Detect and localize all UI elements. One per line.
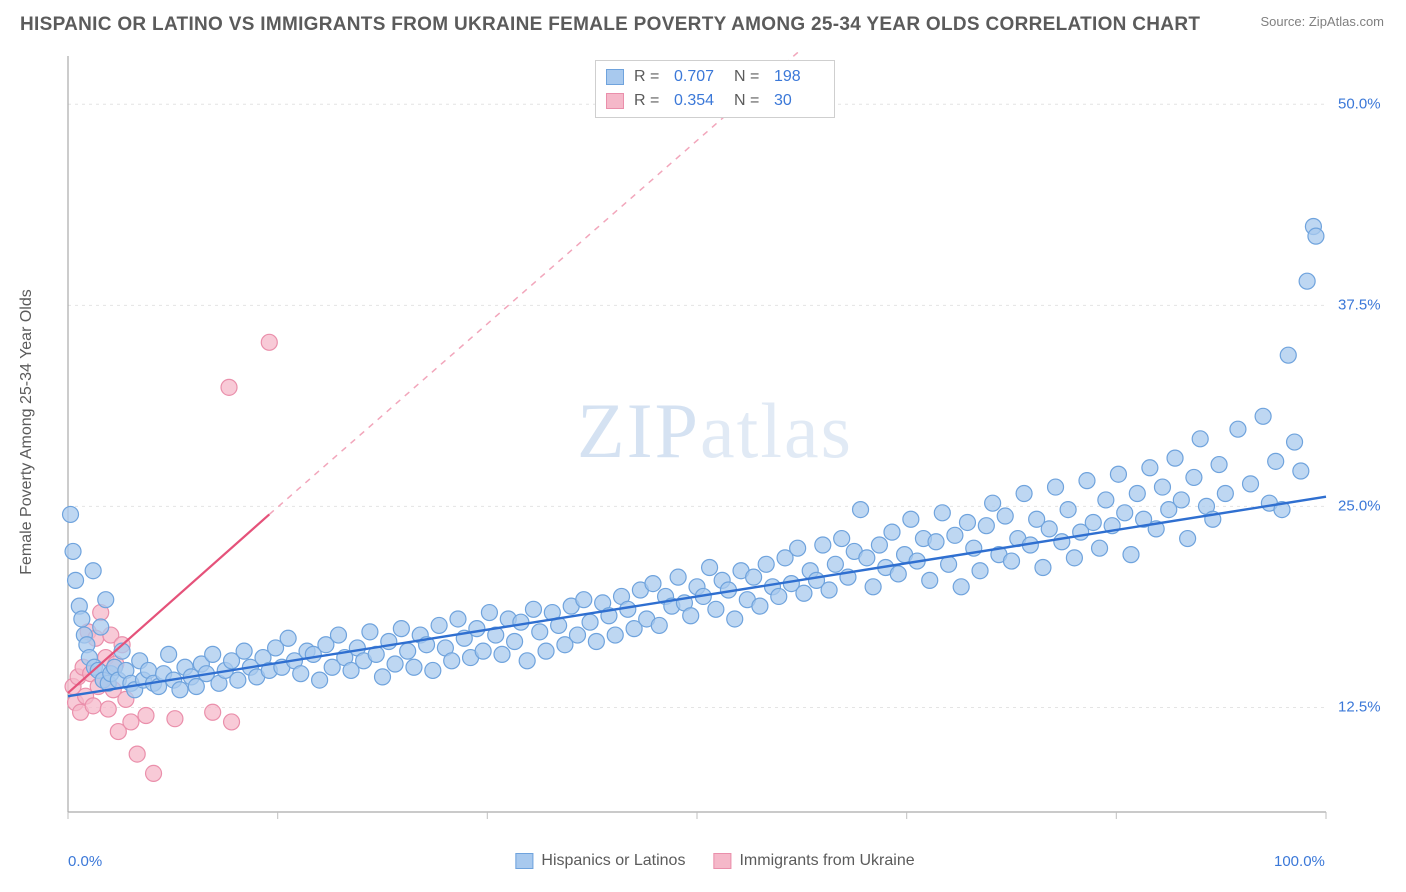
legend-stats-row: R = 0.354 N = 30 [606,89,824,113]
chart-container: Female Poverty Among 25-34 Year Olds ZIP… [50,52,1380,842]
legend-r-label: R = [634,92,664,110]
legend-swatch [515,853,533,869]
x-tick-label: 0.0% [68,853,102,870]
y-tick-label: 50.0% [1326,96,1381,113]
source-label: Source: ZipAtlas.com [1260,14,1384,29]
legend-r-label: R = [634,68,664,86]
legend-r-value: 0.354 [674,92,724,110]
chart-title: HISPANIC OR LATINO VS IMMIGRANTS FROM UK… [20,14,1200,36]
legend-stats: R = 0.707 N = 198 R = 0.354 N = 30 [595,60,835,118]
legend-n-value: 198 [774,68,824,86]
scatter-plot [50,52,1380,842]
legend-series: Hispanics or Latinos Immigrants from Ukr… [515,852,914,870]
y-tick-label: 37.5% [1326,297,1381,314]
legend-swatch [606,93,624,109]
y-tick-label: 25.0% [1326,498,1381,515]
x-tick-label: 100.0% [1274,853,1325,870]
legend-item: Hispanics or Latinos [515,852,685,870]
legend-swatch [713,853,731,869]
legend-r-value: 0.707 [674,68,724,86]
legend-label: Hispanics or Latinos [541,852,685,870]
legend-n-label: N = [734,92,764,110]
legend-stats-row: R = 0.707 N = 198 [606,65,824,89]
y-axis-title: Female Poverty Among 25-34 Year Olds [18,289,36,575]
legend-label: Immigrants from Ukraine [739,852,914,870]
y-tick-label: 12.5% [1326,699,1381,716]
legend-swatch [606,69,624,85]
legend-item: Immigrants from Ukraine [713,852,914,870]
legend-n-value: 30 [774,92,824,110]
legend-n-label: N = [734,68,764,86]
